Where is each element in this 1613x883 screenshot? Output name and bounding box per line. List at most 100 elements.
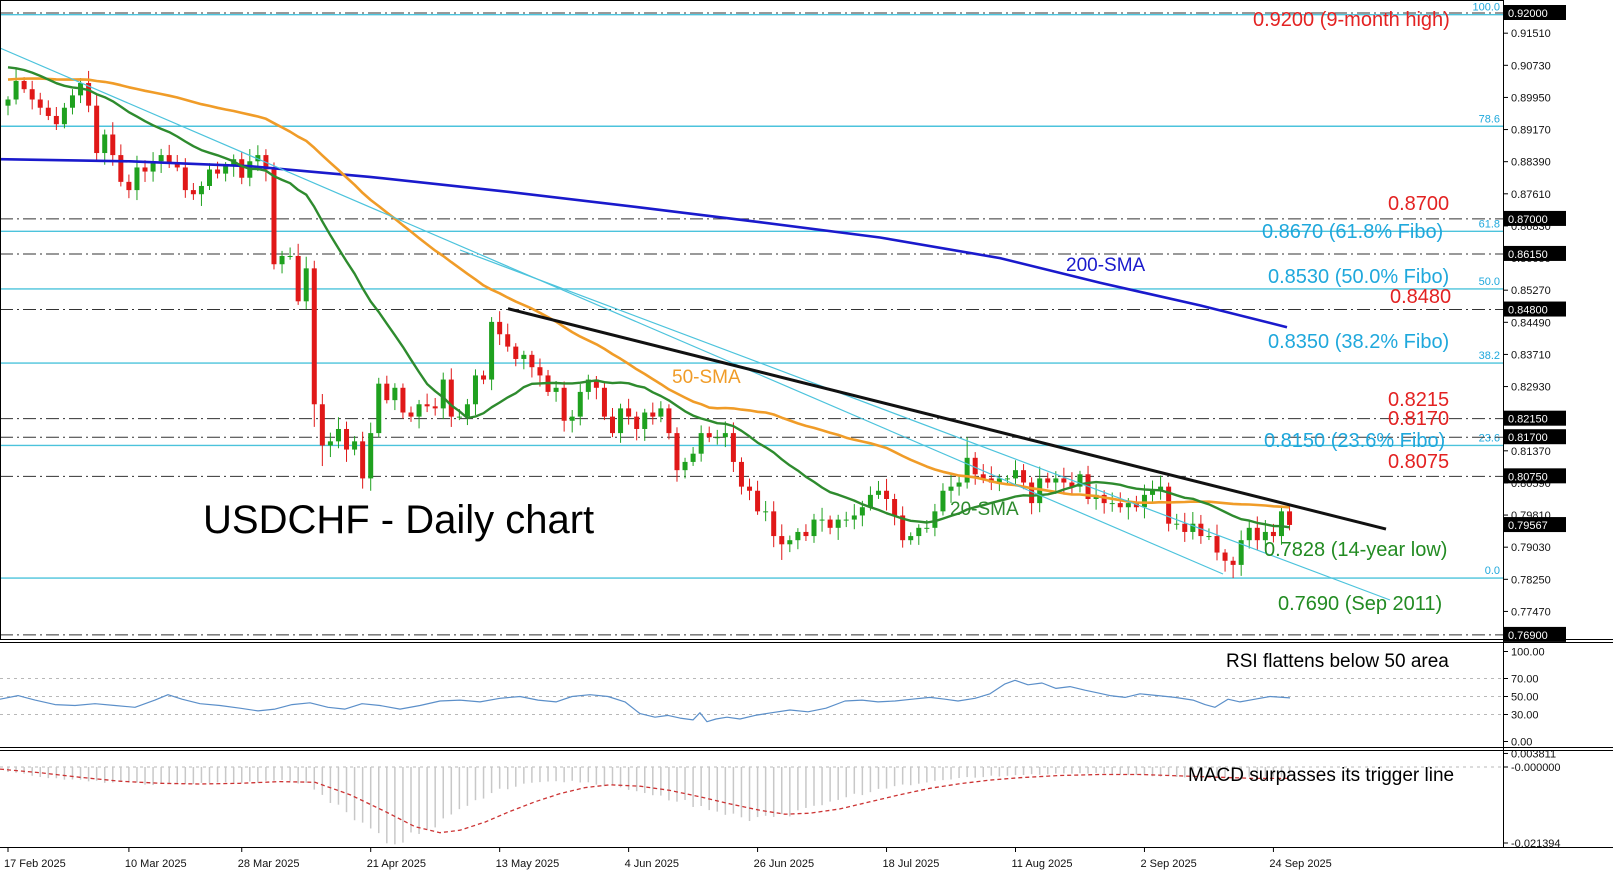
chart-annotation-5: 0.8350 (38.2% Fibo): [1268, 331, 1450, 353]
candle-body: [1254, 527, 1260, 541]
candle-body: [69, 95, 75, 108]
candle-body: [368, 433, 374, 479]
candle-body: [344, 428, 350, 450]
date-axis-label: 11 Aug 2025: [1012, 858, 1073, 870]
candle-body: [287, 255, 293, 257]
candle-body: [174, 163, 180, 168]
rsi-axis-label: 50.00: [1511, 692, 1539, 704]
candle-body: [634, 416, 640, 429]
price-axis-label: 0.84490: [1511, 317, 1551, 329]
candle-body: [1278, 511, 1284, 537]
date-axis-label: 17 Feb 2025: [4, 858, 66, 870]
candle-body: [892, 498, 898, 516]
candle-body: [1166, 486, 1172, 524]
price-level-marker: [1504, 245, 1566, 261]
candle-body: [1037, 478, 1043, 504]
candle-body: [1238, 540, 1244, 565]
price-axis-label: 0.88390: [1511, 157, 1551, 169]
candle-body: [908, 536, 914, 541]
price-level-marker: [1504, 5, 1566, 20]
chart-annotation-10: 0.7828 (14-year low): [1264, 539, 1448, 561]
candle-body: [279, 255, 285, 265]
candle-body: [1222, 552, 1228, 561]
candle-body: [94, 105, 100, 154]
candle-body: [1021, 470, 1027, 483]
date-axis-label: 24 Sep 2025: [1269, 858, 1331, 870]
candle-body: [1182, 523, 1188, 532]
candle-body: [787, 540, 793, 545]
candle-body: [1141, 494, 1147, 508]
candle-body: [1198, 523, 1204, 537]
candle-body: [489, 321, 495, 380]
candle-body: [1004, 478, 1010, 480]
price-level-marker-label: 0.81700: [1508, 432, 1548, 444]
descending-channel-line: [459, 249, 1391, 601]
chart-annotation-6: 0.8215: [1388, 389, 1450, 411]
chart-annotation-12: 200-SMA: [1066, 255, 1146, 276]
candle-body: [577, 391, 583, 417]
candle-body: [327, 441, 333, 446]
chart-annotation-13: 50-SMA: [672, 367, 741, 388]
candle-body: [360, 441, 366, 479]
candle-body: [448, 379, 454, 417]
rsi-axis-label: 0.00: [1511, 737, 1532, 749]
candle-body: [13, 80, 19, 100]
candle-body: [1158, 486, 1164, 491]
candle-body: [529, 354, 535, 368]
sma-20-line: [7, 66, 1290, 529]
candle-body: [110, 134, 116, 156]
candle-body: [521, 354, 527, 359]
candle-body: [126, 181, 132, 191]
candle-body: [803, 531, 809, 537]
price-level-marker: [1504, 410, 1566, 426]
price-level-marker: [1504, 210, 1566, 226]
candle-body: [1246, 527, 1252, 541]
candle-body: [1013, 470, 1018, 479]
candle-body: [916, 527, 922, 537]
candle-body: [481, 375, 487, 380]
candle-body: [352, 441, 358, 450]
candle-body: [771, 511, 777, 537]
candle-body: [255, 155, 261, 162]
candle-body: [5, 99, 11, 106]
candle-body: [513, 346, 519, 359]
candle-body: [658, 408, 664, 417]
candle-body: [722, 433, 728, 438]
candle-body: [956, 482, 962, 487]
candle-body: [1287, 511, 1293, 525]
candle-body: [456, 416, 462, 418]
candle-body: [835, 519, 841, 528]
price-axis-label: 0.89170: [1511, 125, 1551, 137]
price-axis-label: 0.90730: [1511, 60, 1551, 72]
candle-body: [1029, 482, 1035, 504]
candle-body: [900, 515, 906, 541]
price-axis-label: 0.85270: [1511, 285, 1551, 297]
resistance-trendline: [507, 307, 1387, 531]
candle-body: [601, 387, 607, 417]
candle-body: [859, 507, 865, 516]
fibo-pct-label: 61.8: [1479, 218, 1500, 230]
candle-body: [86, 83, 92, 106]
candle-body: [650, 412, 656, 417]
candle-body: [150, 161, 156, 172]
date-axis-label: 13 May 2025: [496, 858, 560, 870]
candle-body: [239, 159, 245, 178]
candle-body: [384, 383, 390, 401]
candle-body: [1053, 478, 1059, 483]
candle-body: [610, 416, 615, 434]
candle-body: [1214, 536, 1220, 553]
fibo-pct-label: 100.0: [1472, 2, 1500, 14]
candle-body: [843, 519, 849, 521]
candle-body: [795, 531, 801, 541]
chart-annotation-14: 20-SMA: [950, 499, 1019, 520]
candle-body: [682, 461, 688, 471]
chart-annotation-16: MACD surpasses its trigger line: [1188, 765, 1455, 786]
rsi-line: [0, 679, 1291, 723]
candle-body: [376, 383, 382, 434]
candle-body: [1117, 503, 1123, 508]
candle-body: [408, 412, 414, 417]
candle-body: [561, 387, 567, 421]
candle-body: [472, 375, 478, 405]
candle-body: [851, 515, 857, 520]
